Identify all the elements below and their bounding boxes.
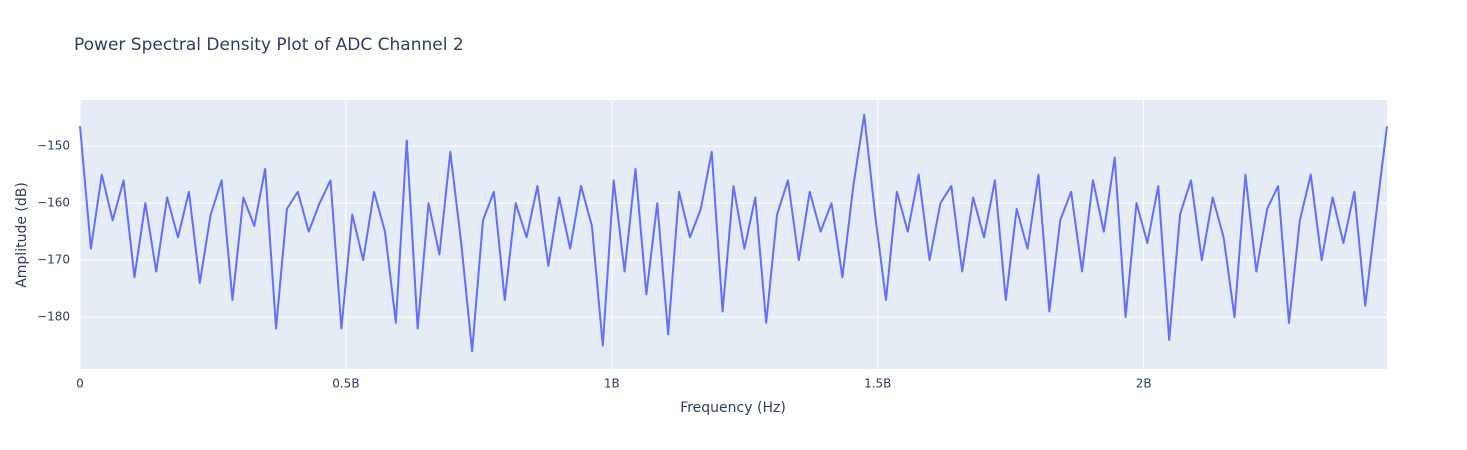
- y-tick-label: −150: [37, 139, 70, 153]
- x-tick-label: 2B: [1136, 377, 1152, 391]
- chart-title: Power Spectral Density Plot of ADC Chann…: [74, 35, 464, 55]
- x-tick-label: 0.5B: [332, 377, 359, 391]
- x-tick-label: 1B: [604, 377, 620, 391]
- psd-line: [79, 113, 1388, 353]
- y-tick-label: −160: [37, 196, 70, 210]
- y-axis-title: Amplitude (dB): [14, 182, 30, 288]
- y-tick-label: −170: [37, 253, 70, 267]
- x-tick-label: 1.5B: [864, 377, 891, 391]
- x-tick-label: 0: [76, 377, 84, 391]
- x-axis-title: Frequency (Hz): [680, 400, 786, 416]
- y-tick-label: −180: [37, 310, 70, 324]
- plot-area: [80, 100, 1387, 369]
